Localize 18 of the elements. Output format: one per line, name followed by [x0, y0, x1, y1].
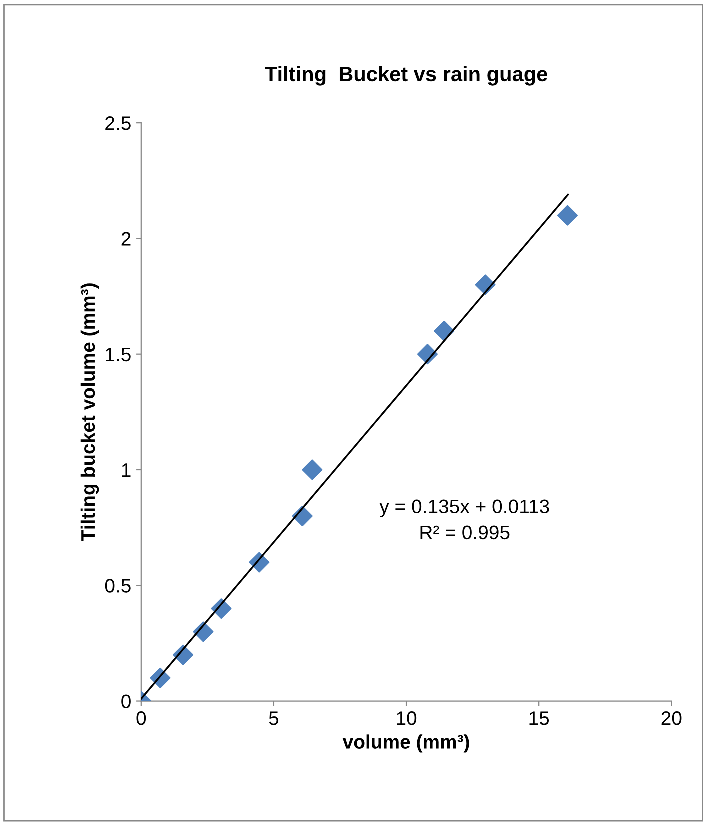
x-tick-label: 5: [269, 712, 279, 726]
y-tick-label: 2: [122, 232, 131, 246]
y-tick-label: 2.5: [106, 116, 131, 130]
y-tick-label: 1: [122, 464, 131, 478]
x-tick-label: 20: [662, 712, 682, 726]
y-tick-label: 0: [122, 694, 131, 709]
point: [302, 460, 323, 480]
y-tick-label: 1.5: [106, 348, 131, 362]
x-axis-title: volume (mm³): [342, 734, 470, 753]
point: [557, 205, 578, 226]
y-axis-title: Tilting bucket volume (mm³): [80, 284, 100, 542]
y-tick-label: 0.5: [105, 579, 131, 593]
x-tick-label: 0: [136, 712, 146, 726]
chart-title: Tilting Bucket vs rain guage: [265, 66, 548, 86]
annotation: y = 0.135x + 0.0113: [380, 500, 550, 518]
annotation: R² = 0.995: [420, 526, 510, 540]
x-tick-label: 15: [530, 712, 550, 726]
x-tick-label: 10: [397, 712, 417, 726]
